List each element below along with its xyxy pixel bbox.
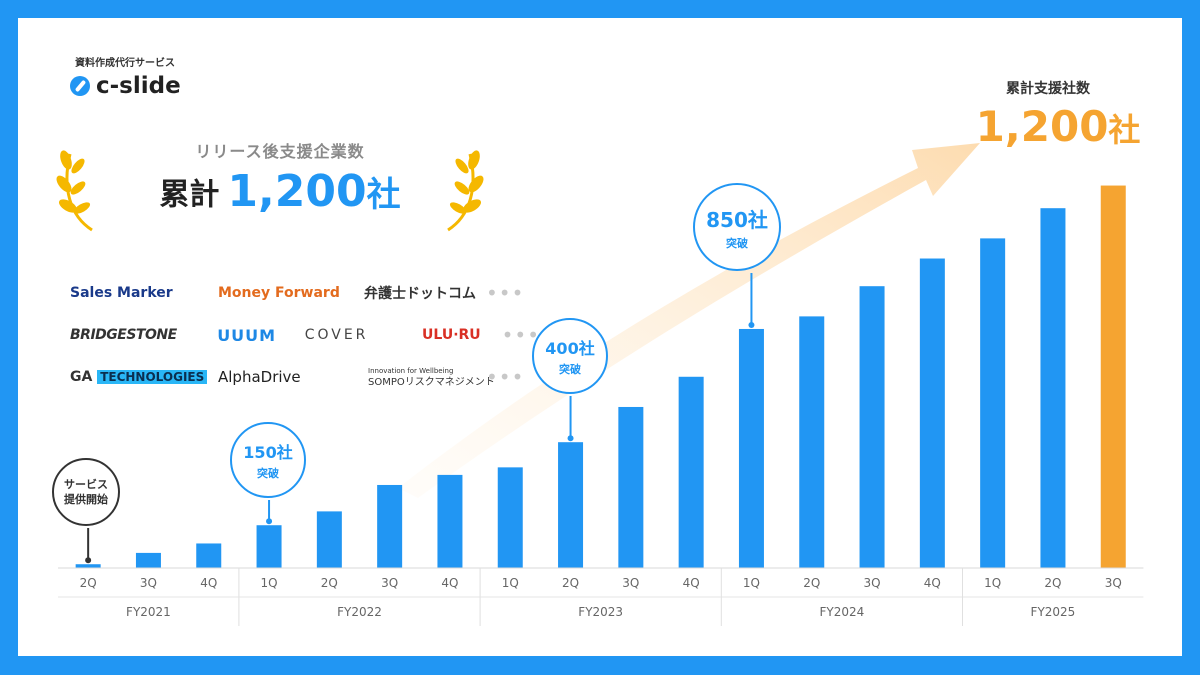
bar <box>980 238 1006 569</box>
milestone-850-sub: 突破 <box>726 236 748 250</box>
milestone-start: サービス 提供開始 <box>52 458 120 526</box>
bar <box>799 316 825 568</box>
x-tick-label: 4Q <box>924 576 941 590</box>
x-tick-label: 3Q <box>1105 576 1122 590</box>
brand: c-slide <box>70 73 181 99</box>
bar <box>316 511 342 568</box>
logo-sales-marker: Sales Marker <box>70 285 173 301</box>
x-tick-label: 3Q <box>864 576 881 590</box>
more-dots: ••• <box>486 365 525 389</box>
c-slide-logo-icon <box>70 76 90 96</box>
logo-bengo4: 弁護士ドットコム <box>364 286 476 302</box>
bar <box>558 442 584 568</box>
milestone-400-sub: 突破 <box>559 363 581 376</box>
milestone-dot <box>85 557 92 564</box>
bar <box>678 376 704 568</box>
fy-label: FY2021 <box>126 605 171 619</box>
milestone-400-num: 400社 <box>545 339 595 358</box>
bar <box>196 543 222 568</box>
bar <box>135 552 161 568</box>
bar <box>738 328 764 568</box>
bar <box>859 286 885 568</box>
headline-prefix: 累計 <box>159 177 220 213</box>
bar <box>377 484 403 568</box>
summary-number: 1,200 <box>975 102 1109 151</box>
headline-number: 1,200 <box>227 166 367 217</box>
x-tick-label: 2Q <box>562 576 579 590</box>
client-logos: Sales Marker Money Forward 弁護士ドットコム ••• … <box>70 272 540 398</box>
fy-label: FY2022 <box>337 605 382 619</box>
bar <box>1100 185 1126 568</box>
milestone-150-sub: 突破 <box>257 467 279 480</box>
bar <box>1040 208 1066 568</box>
logo-ga-box: TECHNOLOGIES <box>97 370 208 384</box>
more-dots: ••• <box>501 323 540 347</box>
fy-label: FY2023 <box>578 605 623 619</box>
more-dots: ••• <box>486 281 525 305</box>
x-tick-label: 2Q <box>80 576 97 590</box>
bar-chart: 2Q 3Q 4Q 1Q 2Q 3Q 4Q 1Q 2Q 3Q 4Q 1Q 2Q 3Q 4Q 1Q 2Q 3Q FY20… <box>58 143 1144 626</box>
headline: リリース後支援企業数 累計 1,200社 <box>70 138 490 217</box>
x-tick-label: 2Q <box>321 576 338 590</box>
x-tick-label: 3Q <box>381 576 398 590</box>
x-tick-label: 1Q <box>743 576 760 590</box>
sompo-tagline: Innovation for Wellbeing <box>368 367 454 375</box>
milestone-dot <box>567 435 574 442</box>
milestone-850-num: 850社 <box>706 207 768 232</box>
bar <box>618 406 644 568</box>
x-tick-label: 3Q <box>622 576 639 590</box>
logo-row: Sales Marker Money Forward 弁護士ドットコム ••• <box>70 272 540 314</box>
headline-total: 累計 1,200社 <box>70 166 490 217</box>
brand-name: c-slide <box>96 73 181 99</box>
fy-label: FY2024 <box>820 605 865 619</box>
logo-sompo: Innovation for Wellbeing SOMPOリスクマネジメント <box>364 366 495 388</box>
logo-money-forward: Money Forward <box>218 285 340 301</box>
milestone-150: 150社 突破 <box>230 422 306 498</box>
bar <box>497 467 523 568</box>
fy-label: FY2025 <box>1031 605 1076 619</box>
brand-tagline: 資料作成代行サービス <box>75 58 175 69</box>
logo-ga-text: GA <box>70 369 93 385</box>
x-tick-label: 1Q <box>261 576 278 590</box>
x-tick-label: 1Q <box>984 576 1001 590</box>
growth-arrow <box>398 143 980 498</box>
bar <box>75 564 101 568</box>
milestone-start-line2: 提供開始 <box>64 493 108 506</box>
x-tick-label: 2Q <box>803 576 820 590</box>
x-tick-label: 4Q <box>441 576 458 590</box>
bar <box>256 525 282 568</box>
logo-cover: COVER <box>304 327 369 343</box>
logo-uluru: ULU·RU <box>422 327 481 343</box>
x-tick-label: 4Q <box>683 576 700 590</box>
milestone-start-line1: サービス <box>64 478 108 491</box>
x-tick-label: 4Q <box>200 576 217 590</box>
headline-subtitle: リリース後支援企業数 <box>195 142 365 161</box>
laurel-right-icon <box>447 150 484 232</box>
logo-alphadrive: AlphaDrive <box>218 368 301 386</box>
logo-row: GA TECHNOLOGIES AlphaDrive Innovation fo… <box>70 356 540 398</box>
logo-row: BRIDGESTONE UUUM COVER ULU·RU ••• <box>70 314 540 356</box>
summary-unit: 社 <box>1108 111 1141 149</box>
bar <box>437 474 463 568</box>
logo-ga-technologies: GA TECHNOLOGIES <box>70 369 218 385</box>
milestone-dot <box>748 321 755 328</box>
x-tick-label: 2Q <box>1044 576 1061 590</box>
sompo-name: SOMPOリスクマネジメント <box>368 377 495 388</box>
logo-bridgestone: BRIDGESTONE <box>70 327 177 343</box>
milestone-dot <box>266 518 273 525</box>
logo-uuum: UUUM <box>217 325 277 345</box>
milestone-850: 850社 突破 <box>693 183 781 271</box>
x-tick-label: 1Q <box>502 576 519 590</box>
x-tick-label: 3Q <box>140 576 157 590</box>
headline-unit: 社 <box>366 175 401 215</box>
slide: 2Q 3Q 4Q 1Q 2Q 3Q 4Q 1Q 2Q 3Q 4Q 1Q 2Q 3Q 4Q 1Q 2Q 3Q FY20… <box>18 18 1182 656</box>
milestone-150-num: 150社 <box>243 443 293 462</box>
milestone-400: 400社 突破 <box>532 318 608 394</box>
summary-total: 1,200社 <box>958 102 1158 151</box>
laurel-left-icon <box>56 150 93 232</box>
summary-title: 累計支援社数 <box>1006 81 1090 97</box>
bar <box>919 258 945 568</box>
